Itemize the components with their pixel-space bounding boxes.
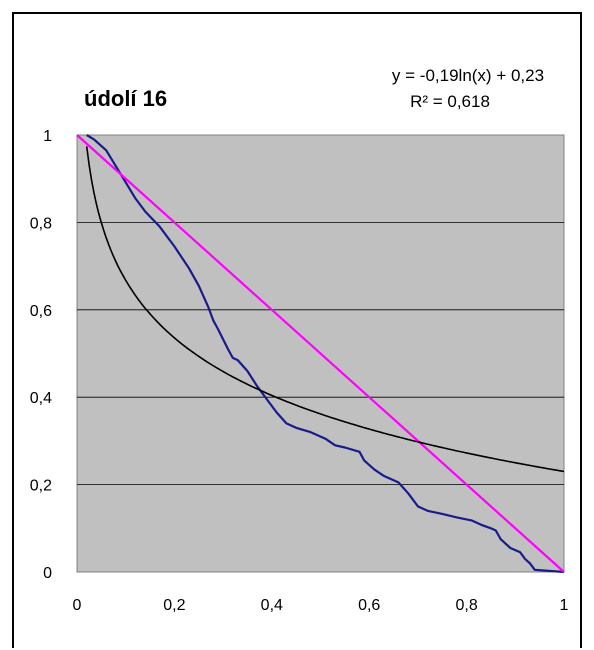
y-tick-label: 1: [43, 128, 52, 145]
x-axis-ticks: 0 0,2 0,4 0,6 0,8 1: [73, 597, 569, 614]
y-tick-label: 0,2: [30, 478, 52, 495]
x-tick-label: 0,4: [261, 597, 283, 614]
diagonal-line: [76, 134, 565, 573]
y-tick-label: 0,6: [30, 303, 52, 320]
y-tick-label: 0,4: [30, 390, 52, 407]
y-axis-ticks: 0 0,2 0,4 0,6 0,8 1: [30, 128, 52, 582]
trendline-r-squared: R² = 0,618: [410, 92, 490, 111]
trendline-equation: y = -0,19ln(x) + 0,23: [392, 66, 544, 85]
x-tick-label: 0,6: [358, 597, 380, 614]
y-tick-label: 0,8: [30, 215, 52, 232]
x-tick-label: 1: [560, 597, 569, 614]
gridlines: [77, 221, 564, 486]
x-tick-label: 0,2: [163, 597, 185, 614]
trendline-curve: [85, 146, 565, 473]
series-layer: [76, 134, 565, 574]
x-tick-label: 0: [73, 597, 82, 614]
chart-frame: [12, 12, 582, 648]
x-tick-label: 0,8: [455, 597, 477, 614]
data-line: [86, 134, 565, 574]
chart-title: údolí 16: [84, 86, 167, 111]
y-tick-label: 0: [43, 565, 52, 582]
